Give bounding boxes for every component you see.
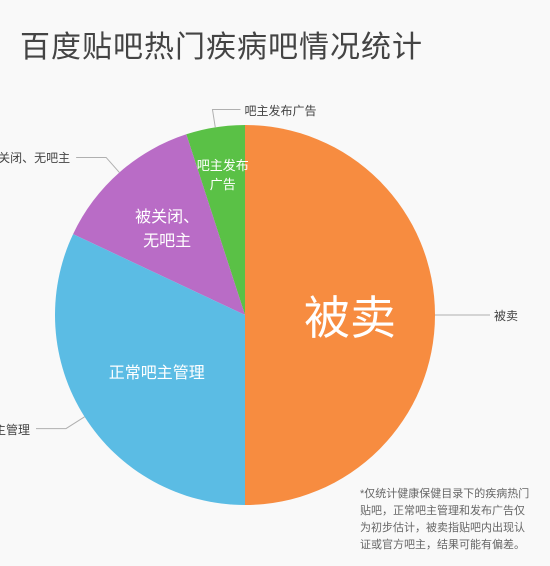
- pie-chart: [0, 0, 550, 566]
- callout-normal: 正常吧主管理: [0, 421, 30, 438]
- callout-line-normal: [36, 417, 85, 429]
- callout-green: 吧主发布广告: [244, 102, 316, 119]
- callout-closed: 被关闭、无吧主: [0, 149, 70, 166]
- slice-sold: [245, 125, 435, 505]
- callout-line-green: [212, 110, 240, 128]
- chart-container: 百度贴吧热门疾病吧情况统计 被卖 吧主发布 广告 被关闭、 无吧主 正常吧主管理…: [0, 0, 550, 566]
- callout-line-closed: [76, 157, 119, 172]
- footnote: *仅统计健康保健目录下的疾病热门贴吧，正常吧主管理和发布广告仅为初步估计，被卖指…: [360, 486, 530, 554]
- callout-sold: 被卖: [494, 307, 518, 324]
